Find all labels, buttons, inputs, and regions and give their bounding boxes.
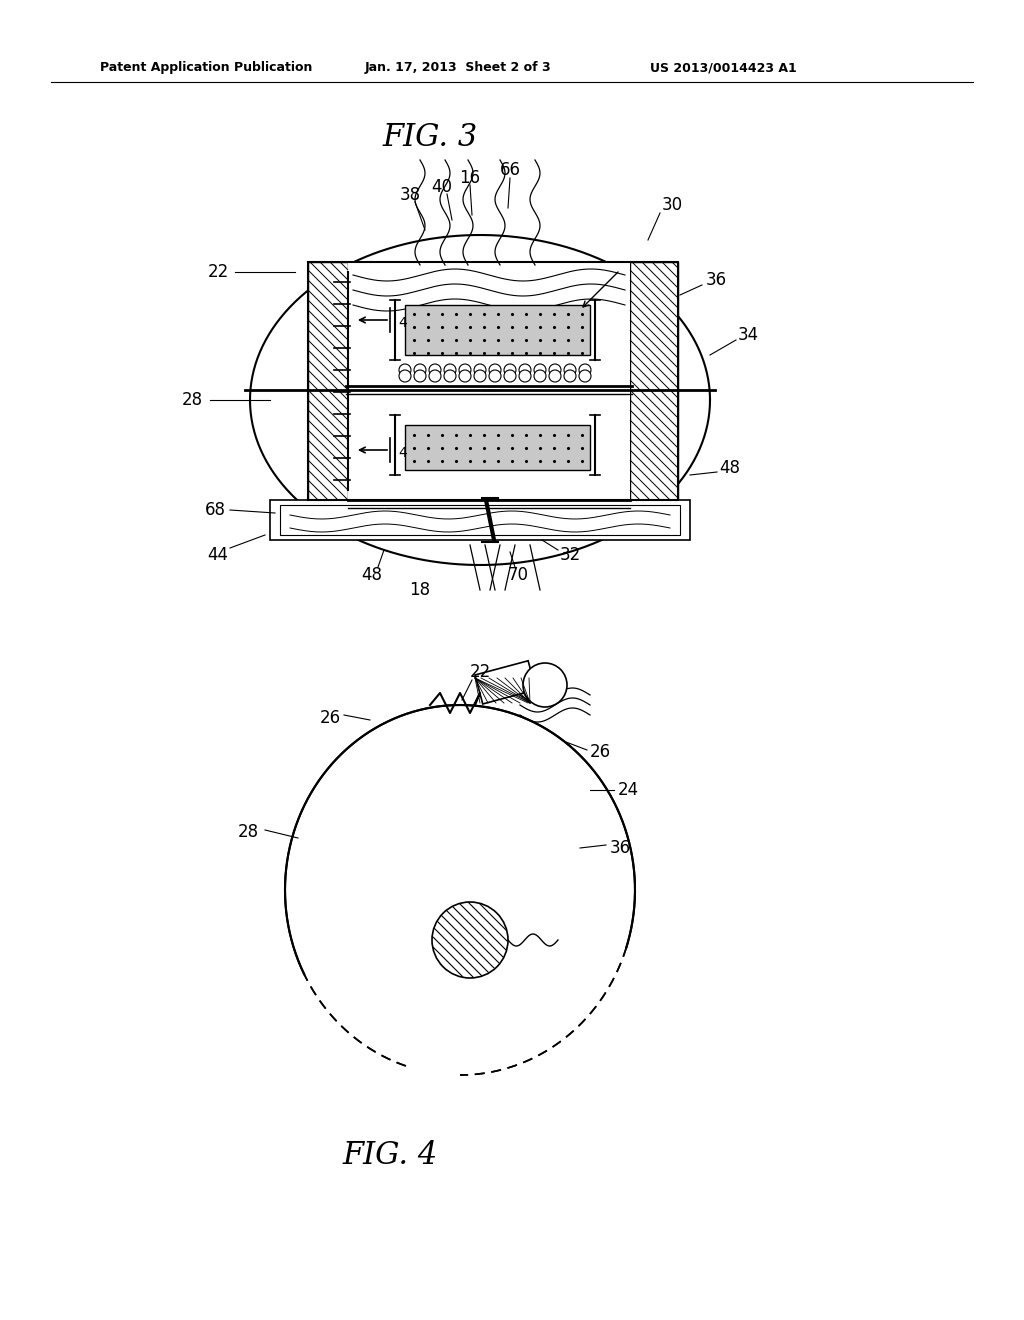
Circle shape (459, 364, 471, 376)
Circle shape (523, 663, 567, 708)
Circle shape (504, 370, 516, 381)
Text: 68: 68 (205, 502, 225, 519)
Circle shape (432, 902, 508, 978)
Circle shape (399, 370, 411, 381)
Text: 36: 36 (609, 840, 631, 857)
Circle shape (444, 364, 456, 376)
Circle shape (579, 364, 591, 376)
Text: 22: 22 (469, 663, 490, 681)
Circle shape (429, 364, 441, 376)
Polygon shape (285, 705, 635, 1074)
Text: 32: 32 (559, 546, 581, 564)
Circle shape (549, 364, 561, 376)
Circle shape (399, 364, 411, 376)
Text: 44: 44 (208, 546, 228, 564)
Text: 22: 22 (208, 263, 228, 281)
Circle shape (414, 370, 426, 381)
Circle shape (459, 370, 471, 381)
Polygon shape (250, 235, 710, 565)
Text: 48: 48 (720, 459, 740, 477)
Bar (270, 500, 690, 540)
Circle shape (534, 370, 546, 381)
Circle shape (519, 370, 531, 381)
Text: FIG. 3: FIG. 3 (382, 123, 477, 153)
Circle shape (474, 364, 486, 376)
Text: Jan. 17, 2013  Sheet 2 of 3: Jan. 17, 2013 Sheet 2 of 3 (365, 62, 552, 74)
Text: 16: 16 (460, 169, 480, 187)
Text: Patent Application Publication: Patent Application Publication (100, 62, 312, 74)
Text: 48: 48 (361, 566, 383, 583)
Circle shape (474, 370, 486, 381)
Circle shape (519, 364, 531, 376)
Text: 34: 34 (737, 326, 759, 345)
Text: 28: 28 (238, 822, 259, 841)
Text: 38: 38 (399, 186, 421, 205)
Circle shape (549, 370, 561, 381)
Text: 24: 24 (617, 781, 639, 799)
Text: 18: 18 (410, 581, 430, 599)
Bar (348, 261, 630, 500)
Circle shape (489, 370, 501, 381)
Text: 70: 70 (508, 566, 528, 583)
Circle shape (504, 364, 516, 376)
Text: 4: 4 (398, 446, 407, 459)
Circle shape (534, 364, 546, 376)
Circle shape (489, 364, 501, 376)
Circle shape (444, 370, 456, 381)
Bar (630, 261, 678, 500)
Text: FIG. 4: FIG. 4 (342, 1139, 437, 1171)
Bar (308, 261, 678, 500)
Text: 36: 36 (706, 271, 727, 289)
Circle shape (414, 364, 426, 376)
Text: 26: 26 (319, 709, 341, 727)
Bar (280, 506, 680, 535)
Text: 28: 28 (181, 391, 203, 409)
Text: 4: 4 (398, 315, 407, 330)
Bar (475, 661, 536, 704)
Text: 66: 66 (500, 161, 520, 180)
Circle shape (564, 370, 575, 381)
Circle shape (579, 370, 591, 381)
Circle shape (429, 370, 441, 381)
Bar (308, 261, 348, 500)
Bar (406, 305, 590, 355)
Bar (406, 425, 590, 470)
Text: 30: 30 (662, 195, 683, 214)
Circle shape (564, 364, 575, 376)
Text: US 2013/0014423 A1: US 2013/0014423 A1 (650, 62, 797, 74)
Text: 26: 26 (590, 743, 610, 762)
Text: 40: 40 (431, 178, 453, 195)
